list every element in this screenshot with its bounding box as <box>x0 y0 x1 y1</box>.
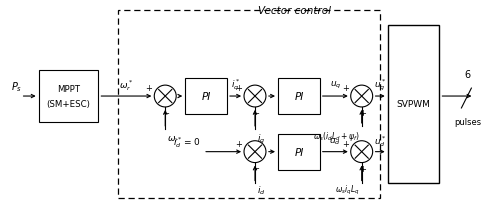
Bar <box>118 11 380 198</box>
Text: −: − <box>162 108 169 117</box>
Text: MPPT: MPPT <box>57 84 80 93</box>
Text: $\omega_r^*$: $\omega_r^*$ <box>120 77 134 92</box>
Text: PI: PI <box>294 92 304 102</box>
Text: SVPWM: SVPWM <box>396 100 430 109</box>
Text: $\omega_si_qL_q$: $\omega_si_qL_q$ <box>335 183 359 196</box>
Circle shape <box>244 86 266 108</box>
Text: $i_q$: $i_q$ <box>257 133 266 146</box>
Text: $i_q^*$: $i_q^*$ <box>231 77 240 92</box>
Text: (SM+ESC): (SM+ESC) <box>46 100 90 109</box>
Text: $\omega_r$: $\omega_r$ <box>167 134 179 144</box>
Text: +: + <box>358 164 366 173</box>
Text: PI: PI <box>294 147 304 157</box>
Bar <box>278 79 320 114</box>
Text: $u_d$: $u_d$ <box>330 136 341 146</box>
Text: +: + <box>235 84 242 93</box>
Circle shape <box>350 86 372 108</box>
Text: +: + <box>235 139 242 148</box>
Text: −: − <box>252 164 259 173</box>
Bar <box>388 26 440 184</box>
Text: +: + <box>358 108 366 117</box>
Text: $\omega_s(i_dL_d+\psi_f)$: $\omega_s(i_dL_d+\psi_f)$ <box>313 130 360 143</box>
Bar <box>185 79 227 114</box>
Text: $u_d^*$: $u_d^*$ <box>374 134 386 149</box>
Text: 6: 6 <box>464 70 470 80</box>
Text: $P_s$: $P_s$ <box>10 80 22 94</box>
Text: pulses: pulses <box>454 118 481 127</box>
Bar <box>38 71 98 122</box>
Circle shape <box>350 141 372 163</box>
Circle shape <box>154 86 176 108</box>
Text: +: + <box>146 84 152 93</box>
Text: $i_d^*=0$: $i_d^*=0$ <box>173 135 200 150</box>
Text: $i_d$: $i_d$ <box>257 183 266 196</box>
Text: $u_q$: $u_q$ <box>330 79 341 90</box>
Text: $u_q^*$: $u_q^*$ <box>374 77 386 92</box>
Bar <box>278 134 320 170</box>
Text: PI: PI <box>202 92 210 102</box>
Text: +: + <box>342 139 348 148</box>
Text: +: + <box>342 84 348 93</box>
Circle shape <box>244 141 266 163</box>
Text: Vector control: Vector control <box>258 6 332 16</box>
Text: −: − <box>252 108 259 117</box>
